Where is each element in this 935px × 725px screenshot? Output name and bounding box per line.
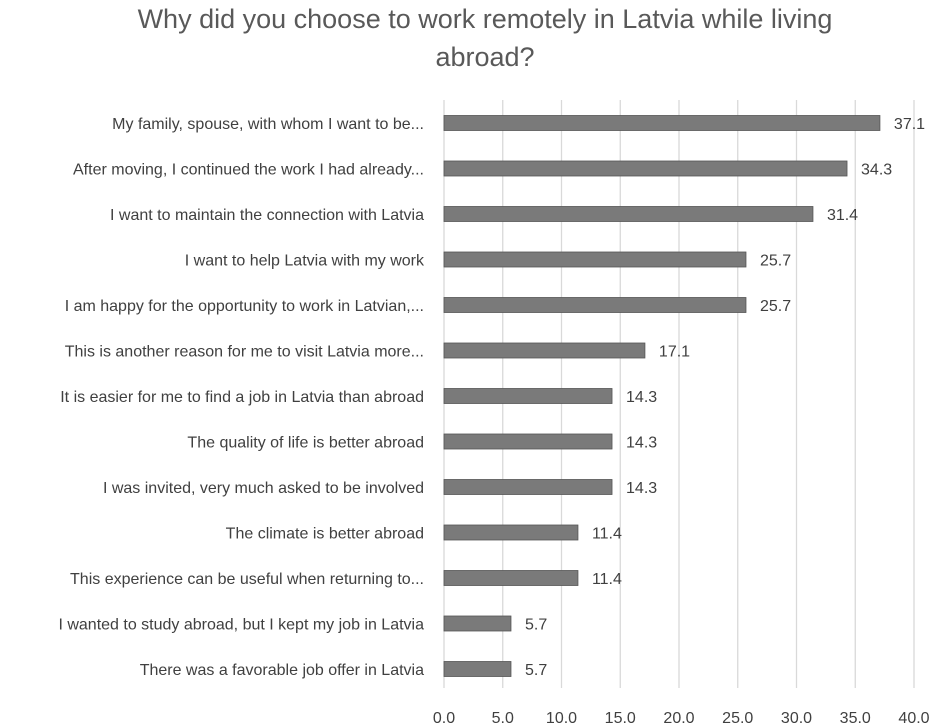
bar <box>443 433 613 450</box>
data-label: 14.3 <box>626 435 657 452</box>
category-label: There was a favorable job offer in Latvi… <box>140 662 424 679</box>
data-label: 14.3 <box>626 389 657 406</box>
chart-title: Why did you choose to work remotely in L… <box>137 4 833 72</box>
category-label: I was invited, very much asked to be inv… <box>103 480 424 497</box>
bars <box>443 115 881 677</box>
category-label: I wanted to study abroad, but I kept my … <box>58 617 424 634</box>
bar <box>443 115 881 131</box>
x-tick-label: 10.0 <box>546 710 577 725</box>
category-label: I want to maintain the connection with L… <box>110 207 424 224</box>
x-tick-label: 15.0 <box>605 710 636 725</box>
category-label: It is easier for me to find a job in Lat… <box>60 389 424 406</box>
category-label: This experience can be useful when retur… <box>70 571 424 588</box>
category-label: I want to help Latvia with my work <box>185 253 425 270</box>
bar <box>443 342 646 359</box>
data-label: 11.4 <box>592 526 622 543</box>
value-labels: 37.1 34.3 31.4 25.7 25.7 17.1 14.3 14.3 14.3 11.4… <box>525 116 925 679</box>
data-label: 25.7 <box>760 298 791 315</box>
bar <box>443 661 512 677</box>
data-label: 25.7 <box>760 253 791 270</box>
category-label: The climate is better abroad <box>226 526 424 543</box>
data-label: 37.1 <box>894 116 925 133</box>
bar <box>443 206 814 222</box>
x-tick-label: 35.0 <box>840 710 871 725</box>
x-axis-ticks: 0.0 5.0 10.0 15.0 20.0 25.0 30.0 35.0 40.0 <box>433 710 930 725</box>
x-tick-label: 20.0 <box>663 710 694 725</box>
x-tick-label: 30.0 <box>781 710 812 725</box>
bar <box>443 160 848 177</box>
bar <box>443 615 512 632</box>
data-label: 34.3 <box>861 162 892 179</box>
bar <box>443 297 747 313</box>
x-tick-label: 5.0 <box>492 710 514 725</box>
category-labels: My family, spouse, with whom I want to b… <box>58 116 425 679</box>
data-label: 17.1 <box>659 344 690 361</box>
category-label: I am happy for the opportunity to work i… <box>65 298 424 315</box>
category-label: My family, spouse, with whom I want to b… <box>112 116 424 133</box>
bar <box>443 524 579 541</box>
x-tick-label: 0.0 <box>433 710 455 725</box>
bar <box>443 479 613 495</box>
category-label: This is another reason for me to visit L… <box>65 344 424 361</box>
category-label: The quality of life is better abroad <box>187 435 424 452</box>
bar <box>443 251 747 268</box>
category-label: After moving, I continued the work I had… <box>73 162 424 179</box>
data-label: 11.4 <box>592 571 622 588</box>
x-tick-label: 25.0 <box>722 710 753 725</box>
data-label: 5.7 <box>525 662 547 679</box>
bar <box>443 388 613 404</box>
data-label: 5.7 <box>525 617 547 634</box>
data-label: 31.4 <box>827 207 858 224</box>
x-tick-label: 40.0 <box>898 710 929 725</box>
bar <box>443 570 579 586</box>
data-label: 14.3 <box>626 480 657 497</box>
